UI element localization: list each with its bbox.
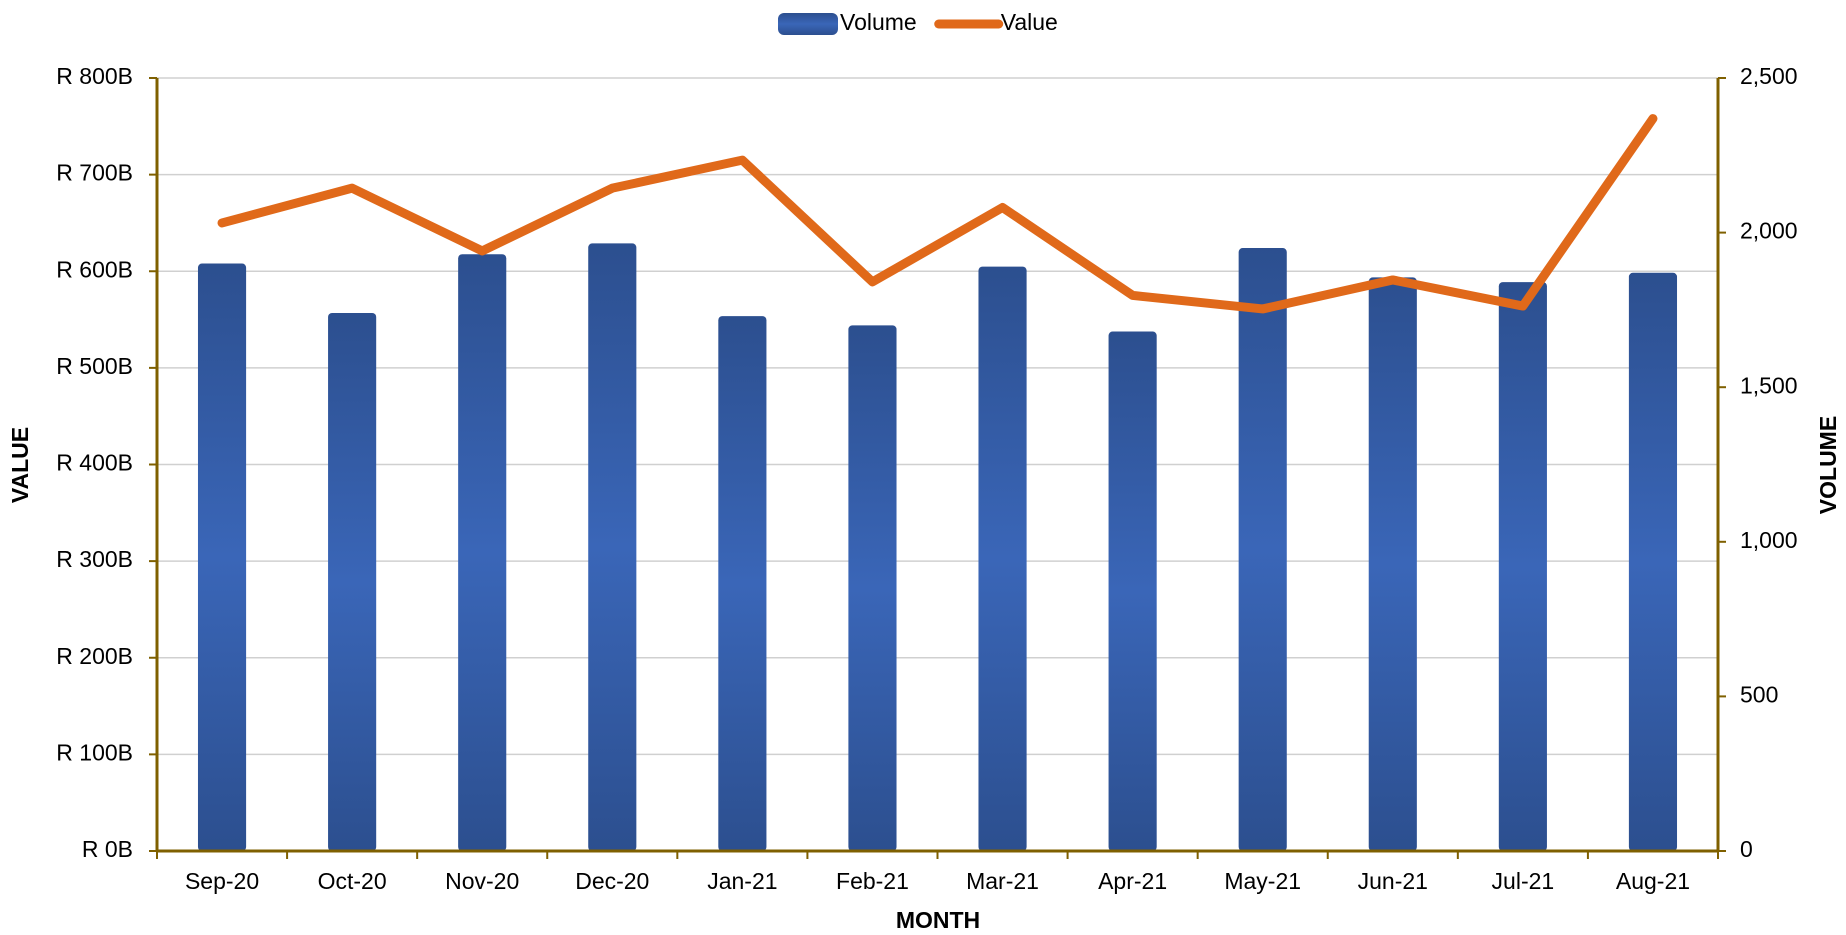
x-tick-label: Aug-21 <box>1616 868 1690 894</box>
legend-label: Volume <box>840 9 917 35</box>
bar <box>1238 248 1287 851</box>
y2-tick-label: 1,000 <box>1740 527 1798 553</box>
x-tick-label: Nov-20 <box>445 868 519 894</box>
y-tick-label: R 700B <box>56 160 133 186</box>
y2-tick-label: 1,500 <box>1740 372 1798 398</box>
y2-tick-label: 500 <box>1740 681 1778 707</box>
x-tick-label: Feb-21 <box>836 868 909 894</box>
bar <box>328 312 377 851</box>
bar <box>1108 331 1157 851</box>
x-tick-label: Jul-21 <box>1492 868 1555 894</box>
x-tick-label: Jan-21 <box>707 868 777 894</box>
x-tick-label: Apr-21 <box>1098 868 1167 894</box>
y2-tick-label: 2,500 <box>1740 63 1798 89</box>
y-tick-label: R 300B <box>56 546 133 572</box>
y2-tick-label: 0 <box>1740 836 1753 862</box>
legend-label: Value <box>1001 9 1058 35</box>
x-tick-label: Oct-20 <box>318 868 387 894</box>
bar <box>978 266 1027 851</box>
y-tick-label: R 200B <box>56 643 133 669</box>
x-tick-label: Sep-20 <box>185 868 259 894</box>
y-tick-label: R 0B <box>82 836 133 862</box>
y-tick-label: R 800B <box>56 63 133 89</box>
legend-swatch <box>778 13 838 35</box>
x-tick-label: Dec-20 <box>575 868 649 894</box>
y2-tick-label: 2,000 <box>1740 218 1798 244</box>
bar <box>718 316 767 852</box>
bar <box>588 243 637 851</box>
bar <box>1628 272 1678 851</box>
y-tick-label: R 500B <box>56 353 133 379</box>
y-tick-label: R 400B <box>56 450 133 476</box>
bar <box>458 254 507 851</box>
bar <box>1368 277 1417 852</box>
y-tick-label: R 100B <box>56 739 133 765</box>
bar <box>848 325 897 851</box>
bar <box>1498 282 1547 851</box>
y-axis-title: VALUE <box>7 427 33 503</box>
y-tick-label: R 600B <box>56 256 133 282</box>
y2-axis-title: VOLUME <box>1815 416 1841 514</box>
bar <box>197 263 247 851</box>
x-tick-label: Jun-21 <box>1358 868 1428 894</box>
value-line <box>217 114 1658 314</box>
x-axis-title: MONTH <box>896 907 980 933</box>
x-tick-label: May-21 <box>1224 868 1301 894</box>
x-tick-label: Mar-21 <box>966 868 1039 894</box>
